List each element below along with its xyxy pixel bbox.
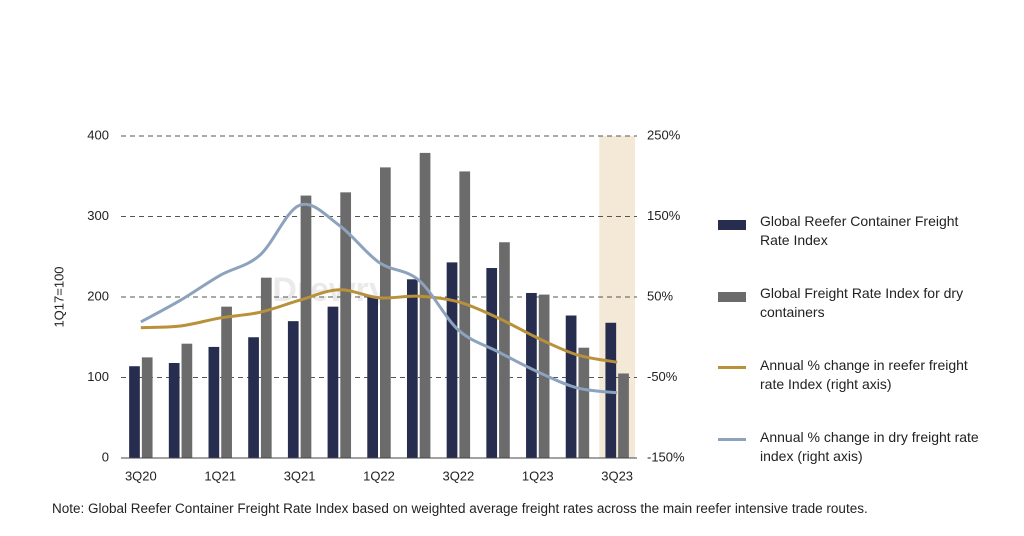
y-axis-title: 1Q17=100 (51, 266, 66, 327)
legend-swatch (718, 220, 746, 230)
line-series (140, 202, 618, 395)
bar (526, 292, 537, 458)
legend-swatch (718, 366, 746, 369)
bar (380, 167, 391, 458)
legend-label: Global Reefer Container Freight Rate Ind… (760, 213, 959, 248)
bar (287, 321, 299, 458)
bar (578, 347, 590, 458)
y2-tick-label: -50% (647, 369, 678, 384)
x-tick-label: 1Q22 (363, 468, 395, 483)
y2-tick-label: 50% (647, 288, 673, 303)
bar (181, 343, 193, 458)
bar (618, 373, 629, 458)
legend-item: Global Reefer Container Freight Rate Ind… (718, 212, 998, 284)
legend: Global Reefer Container Freight Rate Ind… (718, 212, 998, 500)
y-tick-label: 300 (87, 208, 109, 223)
legend-item: Annual % change in dry freight rate inde… (718, 428, 998, 500)
y-tick-label: 400 (87, 127, 109, 142)
legend-swatch (718, 292, 746, 302)
bar (486, 268, 498, 458)
bar (248, 337, 259, 458)
legend-item: Global Freight Rate Index for dry contai… (718, 284, 998, 356)
bar (459, 171, 471, 459)
y-tick-label: 200 (87, 288, 109, 303)
bar (221, 306, 232, 458)
bar (446, 262, 458, 458)
bar (168, 363, 180, 458)
x-tick-label: 3Q21 (284, 468, 316, 483)
x-tick-label: 3Q23 (601, 468, 633, 483)
x-tick-label: 3Q20 (125, 468, 157, 483)
y-tick-label: 0 (102, 449, 109, 464)
legend-label: Annual % change in dry freight rate inde… (760, 429, 979, 464)
y2-tick-label: 250% (647, 127, 681, 142)
x-tick-label: 1Q23 (522, 468, 554, 483)
y2-tick-label: 150% (647, 208, 681, 223)
note: Note: Global Reefer Container Freight Ra… (52, 501, 868, 516)
y2-tick-label: -150% (647, 449, 685, 464)
bar (605, 322, 617, 458)
x-tick-label: 3Q22 (442, 468, 474, 483)
bar (406, 279, 418, 458)
bar (499, 242, 510, 458)
legend-item: Annual % change in reefer freight rate I… (718, 356, 998, 428)
bar (300, 195, 312, 458)
line-series (140, 288, 618, 364)
bar (260, 277, 272, 458)
x-tick-label: 1Q21 (204, 468, 236, 483)
y-tick-label: 100 (87, 369, 109, 384)
bar (141, 357, 153, 458)
bar (340, 192, 352, 458)
bar (208, 346, 220, 458)
legend-label: Annual % change in reefer freight rate I… (760, 357, 968, 392)
bar (129, 366, 140, 458)
legend-label: Global Freight Rate Index for dry contai… (760, 285, 964, 320)
bar (419, 152, 431, 458)
bar (367, 297, 378, 458)
bar (327, 306, 339, 458)
legend-swatch (718, 438, 746, 441)
